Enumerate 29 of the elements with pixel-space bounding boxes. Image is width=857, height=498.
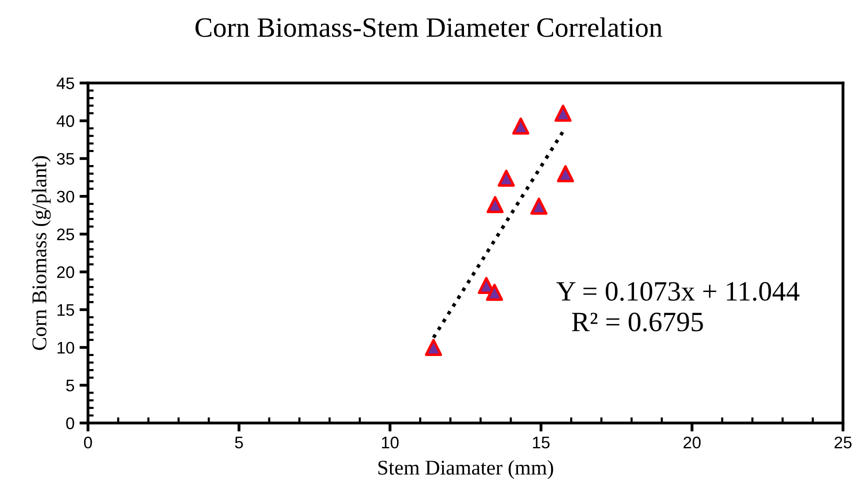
y-tick-label: 45 xyxy=(56,78,74,90)
point xyxy=(512,118,530,135)
y-tick-label: 25 xyxy=(57,228,74,240)
x-tick-label: 5 xyxy=(235,436,243,448)
point xyxy=(486,284,504,301)
x-axis-title: Stem Diamater (mm) xyxy=(378,460,554,479)
y-tick-label: 20 xyxy=(57,266,74,278)
y-tick-label: 10 xyxy=(58,342,74,354)
point xyxy=(556,165,574,182)
y-tick-label: 0 xyxy=(66,417,74,430)
point xyxy=(486,196,504,214)
y-tick-label: 30 xyxy=(56,190,74,203)
x-tick-label: 20 xyxy=(684,436,701,448)
y-tick-label: 40 xyxy=(56,115,74,127)
y-tick-label: 35 xyxy=(56,152,74,165)
chart-title: Corn Biomass-Stem Diameter Correlation xyxy=(196,17,662,37)
y-axis-title: Corn Biomass (g/plant) xyxy=(32,156,51,350)
annotation: Y = 0.1073x + 11.044 xyxy=(556,282,800,301)
point xyxy=(554,104,572,122)
x-tick-label: 10 xyxy=(382,436,399,448)
y-tick-label: 15 xyxy=(58,304,74,316)
x-tick-label: 15 xyxy=(533,436,550,448)
point xyxy=(530,198,548,215)
point xyxy=(424,338,442,356)
point xyxy=(498,170,515,187)
x-tick-label: 25 xyxy=(834,436,852,448)
x-tick-label: 0 xyxy=(84,436,92,448)
y-tick-label: 5 xyxy=(66,380,74,392)
annotation: R² = 0.6795 xyxy=(572,312,703,332)
